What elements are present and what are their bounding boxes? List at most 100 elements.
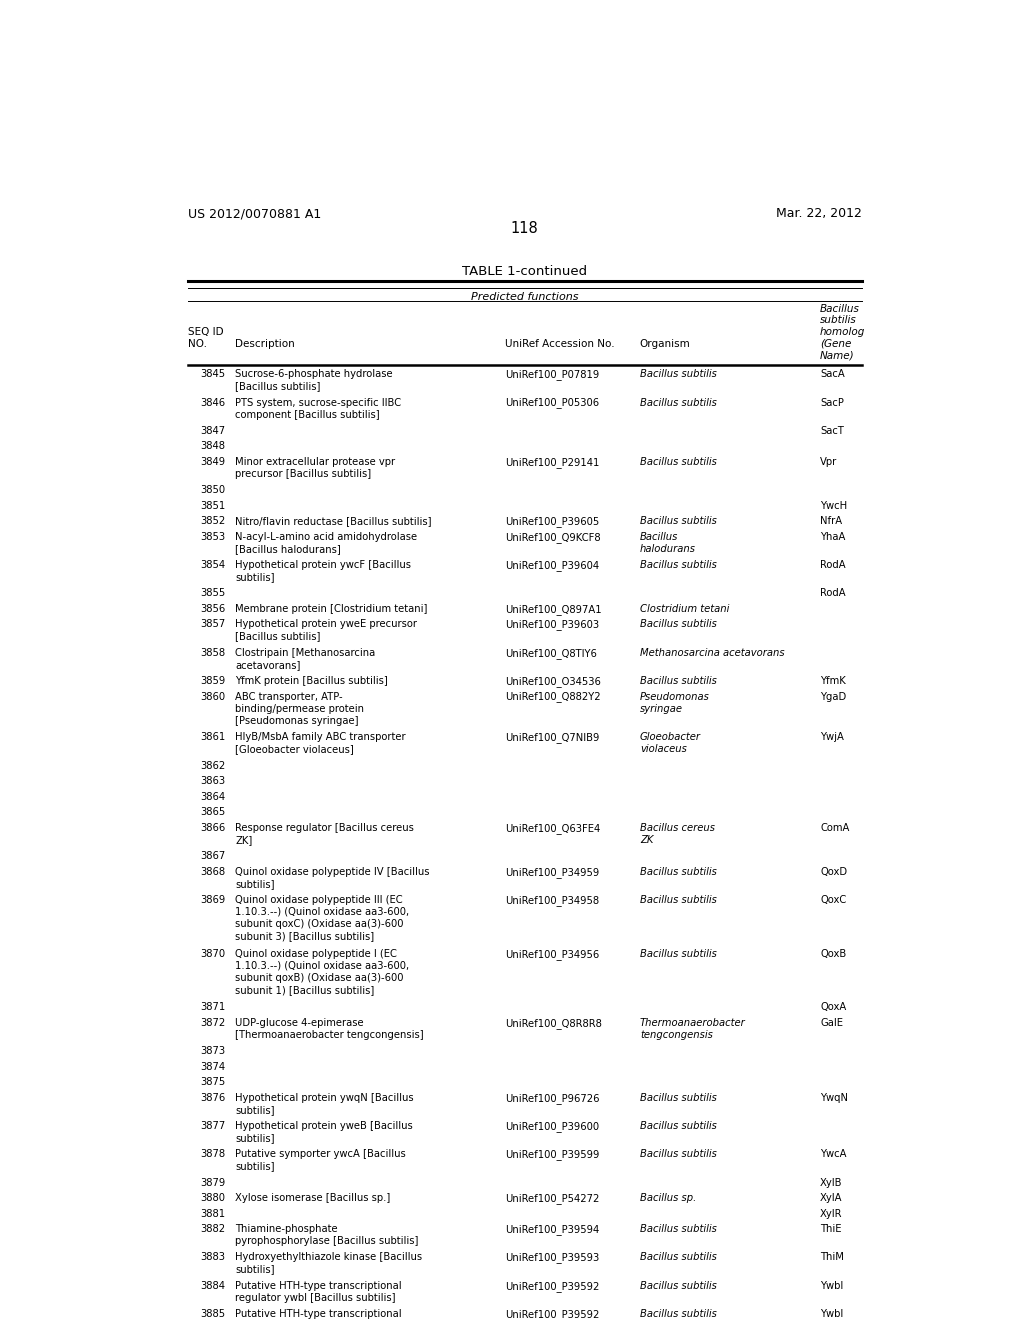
Text: Minor extracellular protease vpr
precursor [Bacillus subtilis]: Minor extracellular protease vpr precurs… bbox=[236, 457, 395, 479]
Text: UniRef Accession No.: UniRef Accession No. bbox=[505, 339, 614, 348]
Text: 3871: 3871 bbox=[201, 1002, 225, 1012]
Text: 3855: 3855 bbox=[201, 589, 225, 598]
Text: Hypothetical protein yweE precursor
[Bacillus subtilis]: Hypothetical protein yweE precursor [Bac… bbox=[236, 619, 417, 642]
Text: UniRef100_P07819: UniRef100_P07819 bbox=[505, 370, 599, 380]
Text: 3867: 3867 bbox=[201, 851, 225, 861]
Text: 3861: 3861 bbox=[201, 733, 225, 742]
Text: ComA: ComA bbox=[820, 822, 849, 833]
Text: QoxC: QoxC bbox=[820, 895, 846, 906]
Text: Thiamine-phosphate
pyrophosphorylase [Bacillus subtilis]: Thiamine-phosphate pyrophosphorylase [Ba… bbox=[236, 1224, 419, 1246]
Text: Quinol oxidase polypeptide I (EC
1.10.3.--) (Quinol oxidase aa3-600,
subunit qox: Quinol oxidase polypeptide I (EC 1.10.3.… bbox=[236, 949, 410, 995]
Text: 3850: 3850 bbox=[201, 486, 225, 495]
Text: UniRef100_P39592: UniRef100_P39592 bbox=[505, 1309, 599, 1320]
Text: SacP: SacP bbox=[820, 397, 844, 408]
Text: Name): Name) bbox=[820, 351, 855, 360]
Text: Bacillus subtilis: Bacillus subtilis bbox=[640, 457, 717, 467]
Text: Bacillus subtilis: Bacillus subtilis bbox=[640, 560, 717, 570]
Text: UniRef100_P29141: UniRef100_P29141 bbox=[505, 457, 599, 467]
Text: UniRef100_P39603: UniRef100_P39603 bbox=[505, 619, 599, 631]
Text: UniRef100_P39594: UniRef100_P39594 bbox=[505, 1224, 599, 1236]
Text: YwbI: YwbI bbox=[820, 1309, 844, 1319]
Text: SacT: SacT bbox=[820, 426, 844, 436]
Text: UniRef100_P39593: UniRef100_P39593 bbox=[505, 1253, 599, 1263]
Text: QoxD: QoxD bbox=[820, 867, 847, 876]
Text: Bacillus subtilis: Bacillus subtilis bbox=[640, 1224, 717, 1234]
Text: 3865: 3865 bbox=[201, 808, 225, 817]
Text: ThiM: ThiM bbox=[820, 1253, 844, 1262]
Text: 3866: 3866 bbox=[201, 822, 225, 833]
Text: Vpr: Vpr bbox=[820, 457, 838, 467]
Text: 3845: 3845 bbox=[201, 370, 225, 379]
Text: UniRef100_P96726: UniRef100_P96726 bbox=[505, 1093, 599, 1104]
Text: 3854: 3854 bbox=[201, 560, 225, 570]
Text: QoxB: QoxB bbox=[820, 949, 846, 958]
Text: Putative HTH-type transcriptional
regulator ywbI [Bacillus subtilis]: Putative HTH-type transcriptional regula… bbox=[236, 1280, 401, 1303]
Text: Bacillus subtilis: Bacillus subtilis bbox=[640, 895, 717, 906]
Text: 3864: 3864 bbox=[201, 792, 225, 801]
Text: 3862: 3862 bbox=[201, 760, 225, 771]
Text: UniRef100_Q882Y2: UniRef100_Q882Y2 bbox=[505, 692, 601, 702]
Text: YfmK protein [Bacillus subtilis]: YfmK protein [Bacillus subtilis] bbox=[236, 676, 388, 686]
Text: PTS system, sucrose-specific IIBC
component [Bacillus subtilis]: PTS system, sucrose-specific IIBC compon… bbox=[236, 397, 401, 420]
Text: 3859: 3859 bbox=[201, 676, 225, 686]
Text: ThiE: ThiE bbox=[820, 1224, 842, 1234]
Text: N-acyl-L-amino acid amidohydrolase
[Bacillus halodurans]: N-acyl-L-amino acid amidohydrolase [Baci… bbox=[236, 532, 417, 554]
Text: 3846: 3846 bbox=[201, 397, 225, 408]
Text: Response regulator [Bacillus cereus
ZK]: Response regulator [Bacillus cereus ZK] bbox=[236, 822, 414, 845]
Text: UniRef100_P39600: UniRef100_P39600 bbox=[505, 1121, 599, 1133]
Text: 3883: 3883 bbox=[201, 1253, 225, 1262]
Text: 3860: 3860 bbox=[201, 692, 225, 701]
Text: UniRef100_P34958: UniRef100_P34958 bbox=[505, 895, 599, 906]
Text: YwqN: YwqN bbox=[820, 1093, 848, 1102]
Text: Bacillus subtilis: Bacillus subtilis bbox=[640, 1280, 717, 1291]
Text: NfrA: NfrA bbox=[820, 516, 842, 527]
Text: YhaA: YhaA bbox=[820, 532, 846, 541]
Text: Nitro/flavin reductase [Bacillus subtilis]: Nitro/flavin reductase [Bacillus subtili… bbox=[236, 516, 432, 527]
Text: 118: 118 bbox=[511, 222, 539, 236]
Text: 3878: 3878 bbox=[201, 1150, 225, 1159]
Text: 3852: 3852 bbox=[201, 516, 225, 527]
Text: (Gene: (Gene bbox=[820, 339, 851, 348]
Text: 3881: 3881 bbox=[201, 1209, 225, 1218]
Text: Pseudomonas
syringae: Pseudomonas syringae bbox=[640, 692, 710, 714]
Text: Hydroxyethylthiazole kinase [Bacillus
subtilis]: Hydroxyethylthiazole kinase [Bacillus su… bbox=[236, 1253, 422, 1274]
Text: 3849: 3849 bbox=[201, 457, 225, 467]
Text: HlyB/MsbA family ABC transporter
[Gloeobacter violaceus]: HlyB/MsbA family ABC transporter [Gloeob… bbox=[236, 733, 406, 755]
Text: 3872: 3872 bbox=[201, 1018, 225, 1028]
Text: YwjA: YwjA bbox=[820, 733, 844, 742]
Text: UniRef100_P34956: UniRef100_P34956 bbox=[505, 949, 599, 960]
Text: YwcH: YwcH bbox=[820, 500, 847, 511]
Text: UniRef100_P05306: UniRef100_P05306 bbox=[505, 397, 599, 408]
Text: XylA: XylA bbox=[820, 1193, 843, 1203]
Text: YfmK: YfmK bbox=[820, 676, 846, 686]
Text: Sucrose-6-phosphate hydrolase
[Bacillus subtilis]: Sucrose-6-phosphate hydrolase [Bacillus … bbox=[236, 370, 393, 391]
Text: TABLE 1-continued: TABLE 1-continued bbox=[462, 265, 588, 279]
Text: 3876: 3876 bbox=[201, 1093, 225, 1102]
Text: Bacillus subtilis: Bacillus subtilis bbox=[640, 1150, 717, 1159]
Text: Bacillus subtilis: Bacillus subtilis bbox=[640, 1093, 717, 1102]
Text: Bacillus subtilis: Bacillus subtilis bbox=[640, 1121, 717, 1131]
Text: UniRef100_P54272: UniRef100_P54272 bbox=[505, 1193, 599, 1204]
Text: Mar. 22, 2012: Mar. 22, 2012 bbox=[776, 207, 862, 220]
Text: Bacillus
halodurans: Bacillus halodurans bbox=[640, 532, 696, 554]
Text: UniRef100_Q8TIY6: UniRef100_Q8TIY6 bbox=[505, 648, 597, 659]
Text: SacA: SacA bbox=[820, 370, 845, 379]
Text: Bacillus subtilis: Bacillus subtilis bbox=[640, 949, 717, 958]
Text: US 2012/0070881 A1: US 2012/0070881 A1 bbox=[187, 207, 321, 220]
Text: Bacillus subtilis: Bacillus subtilis bbox=[640, 619, 717, 630]
Text: 3869: 3869 bbox=[201, 895, 225, 906]
Text: Bacillus subtilis: Bacillus subtilis bbox=[640, 1253, 717, 1262]
Text: Clostripain [Methanosarcina
acetavorans]: Clostripain [Methanosarcina acetavorans] bbox=[236, 648, 376, 669]
Text: Hypothetical protein ywqN [Bacillus
subtilis]: Hypothetical protein ywqN [Bacillus subt… bbox=[236, 1093, 414, 1115]
Text: SEQ ID: SEQ ID bbox=[187, 327, 223, 337]
Text: Bacillus: Bacillus bbox=[820, 304, 860, 314]
Text: Bacillus subtilis: Bacillus subtilis bbox=[640, 370, 717, 379]
Text: Bacillus subtilis: Bacillus subtilis bbox=[640, 516, 717, 527]
Text: 3880: 3880 bbox=[201, 1193, 225, 1203]
Text: Bacillus sp.: Bacillus sp. bbox=[640, 1193, 696, 1203]
Text: Gloeobacter
violaceus: Gloeobacter violaceus bbox=[640, 733, 700, 755]
Text: UniRef100_Q7NIB9: UniRef100_Q7NIB9 bbox=[505, 733, 599, 743]
Text: 3885: 3885 bbox=[201, 1309, 225, 1319]
Text: Description: Description bbox=[236, 339, 295, 348]
Text: 3882: 3882 bbox=[201, 1224, 225, 1234]
